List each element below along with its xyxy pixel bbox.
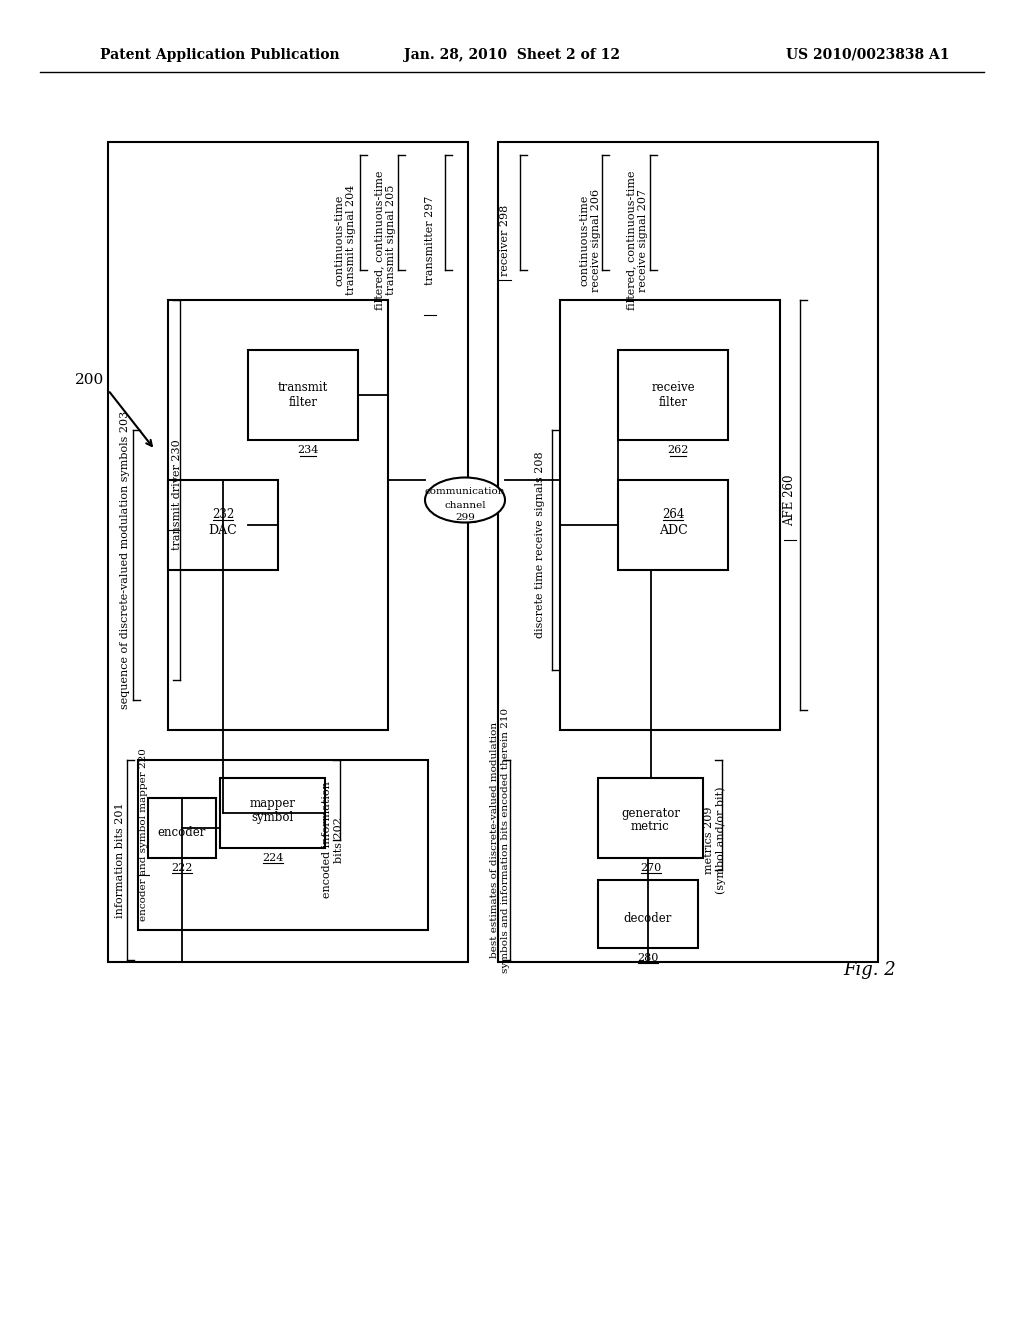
Text: Jan. 28, 2010  Sheet 2 of 12: Jan. 28, 2010 Sheet 2 of 12: [404, 48, 620, 62]
Text: 232: 232: [212, 508, 234, 521]
Text: 299: 299: [455, 512, 475, 521]
Text: sequence of discrete-valued modulation symbols 203: sequence of discrete-valued modulation s…: [120, 411, 130, 709]
Text: encoded information
bits 202: encoded information bits 202: [323, 781, 344, 899]
Text: metrics 209
(symbol and/or bit): metrics 209 (symbol and/or bit): [703, 787, 726, 894]
Text: continuous-time
transmit signal 204: continuous-time transmit signal 204: [334, 185, 355, 296]
FancyBboxPatch shape: [498, 143, 878, 962]
Text: 222: 222: [171, 863, 193, 873]
Text: continuous-time
receive signal 206: continuous-time receive signal 206: [580, 189, 601, 292]
Text: generator: generator: [621, 807, 680, 820]
FancyBboxPatch shape: [560, 300, 780, 730]
Text: 270: 270: [640, 863, 662, 873]
FancyBboxPatch shape: [598, 777, 703, 858]
Text: encoder and symbol mapper 220: encoder and symbol mapper 220: [138, 748, 147, 921]
FancyBboxPatch shape: [168, 480, 278, 570]
Text: best estimates of discrete-valued modulation
symbols and information bits encode: best estimates of discrete-valued modula…: [490, 708, 510, 973]
FancyBboxPatch shape: [168, 300, 388, 730]
Ellipse shape: [425, 478, 505, 523]
Text: filtered, continuous-time
transmit signal 205: filtered, continuous-time transmit signa…: [374, 170, 396, 310]
Text: encoder: encoder: [158, 826, 206, 840]
Text: channel: channel: [444, 500, 485, 510]
FancyBboxPatch shape: [108, 143, 468, 962]
Text: 264: 264: [662, 508, 684, 521]
Text: metric: metric: [631, 820, 670, 833]
Text: symbol: symbol: [251, 812, 294, 825]
Text: receive
filter: receive filter: [651, 381, 695, 409]
Text: 200: 200: [76, 374, 104, 387]
Text: 234: 234: [297, 445, 318, 455]
Text: transmit driver 230: transmit driver 230: [172, 440, 182, 550]
FancyBboxPatch shape: [220, 777, 325, 847]
Text: Fig. 2: Fig. 2: [844, 961, 896, 979]
Text: mapper: mapper: [250, 796, 296, 809]
Text: filtered, continuous-time
receive signal 207: filtered, continuous-time receive signal…: [627, 170, 648, 310]
Text: receiver 298: receiver 298: [500, 205, 510, 276]
Text: Patent Application Publication: Patent Application Publication: [100, 48, 340, 62]
Text: ADC: ADC: [658, 524, 687, 536]
FancyBboxPatch shape: [148, 799, 216, 858]
FancyBboxPatch shape: [618, 480, 728, 570]
Text: US 2010/0023838 A1: US 2010/0023838 A1: [786, 48, 950, 62]
Text: transmit
filter: transmit filter: [278, 381, 328, 409]
Text: information bits 201: information bits 201: [115, 803, 125, 917]
Text: 224: 224: [262, 853, 284, 863]
Text: discrete time receive signals 208: discrete time receive signals 208: [535, 451, 545, 639]
Text: decoder: decoder: [624, 912, 672, 925]
FancyBboxPatch shape: [248, 350, 358, 440]
Text: AFE 260: AFE 260: [783, 474, 797, 525]
Text: 280: 280: [637, 953, 658, 964]
Text: DAC: DAC: [209, 524, 238, 536]
FancyBboxPatch shape: [138, 760, 428, 931]
FancyBboxPatch shape: [618, 350, 728, 440]
Text: 262: 262: [668, 445, 689, 455]
Text: transmitter 297: transmitter 297: [425, 195, 435, 285]
FancyBboxPatch shape: [598, 880, 698, 948]
Text: communication: communication: [425, 487, 505, 496]
